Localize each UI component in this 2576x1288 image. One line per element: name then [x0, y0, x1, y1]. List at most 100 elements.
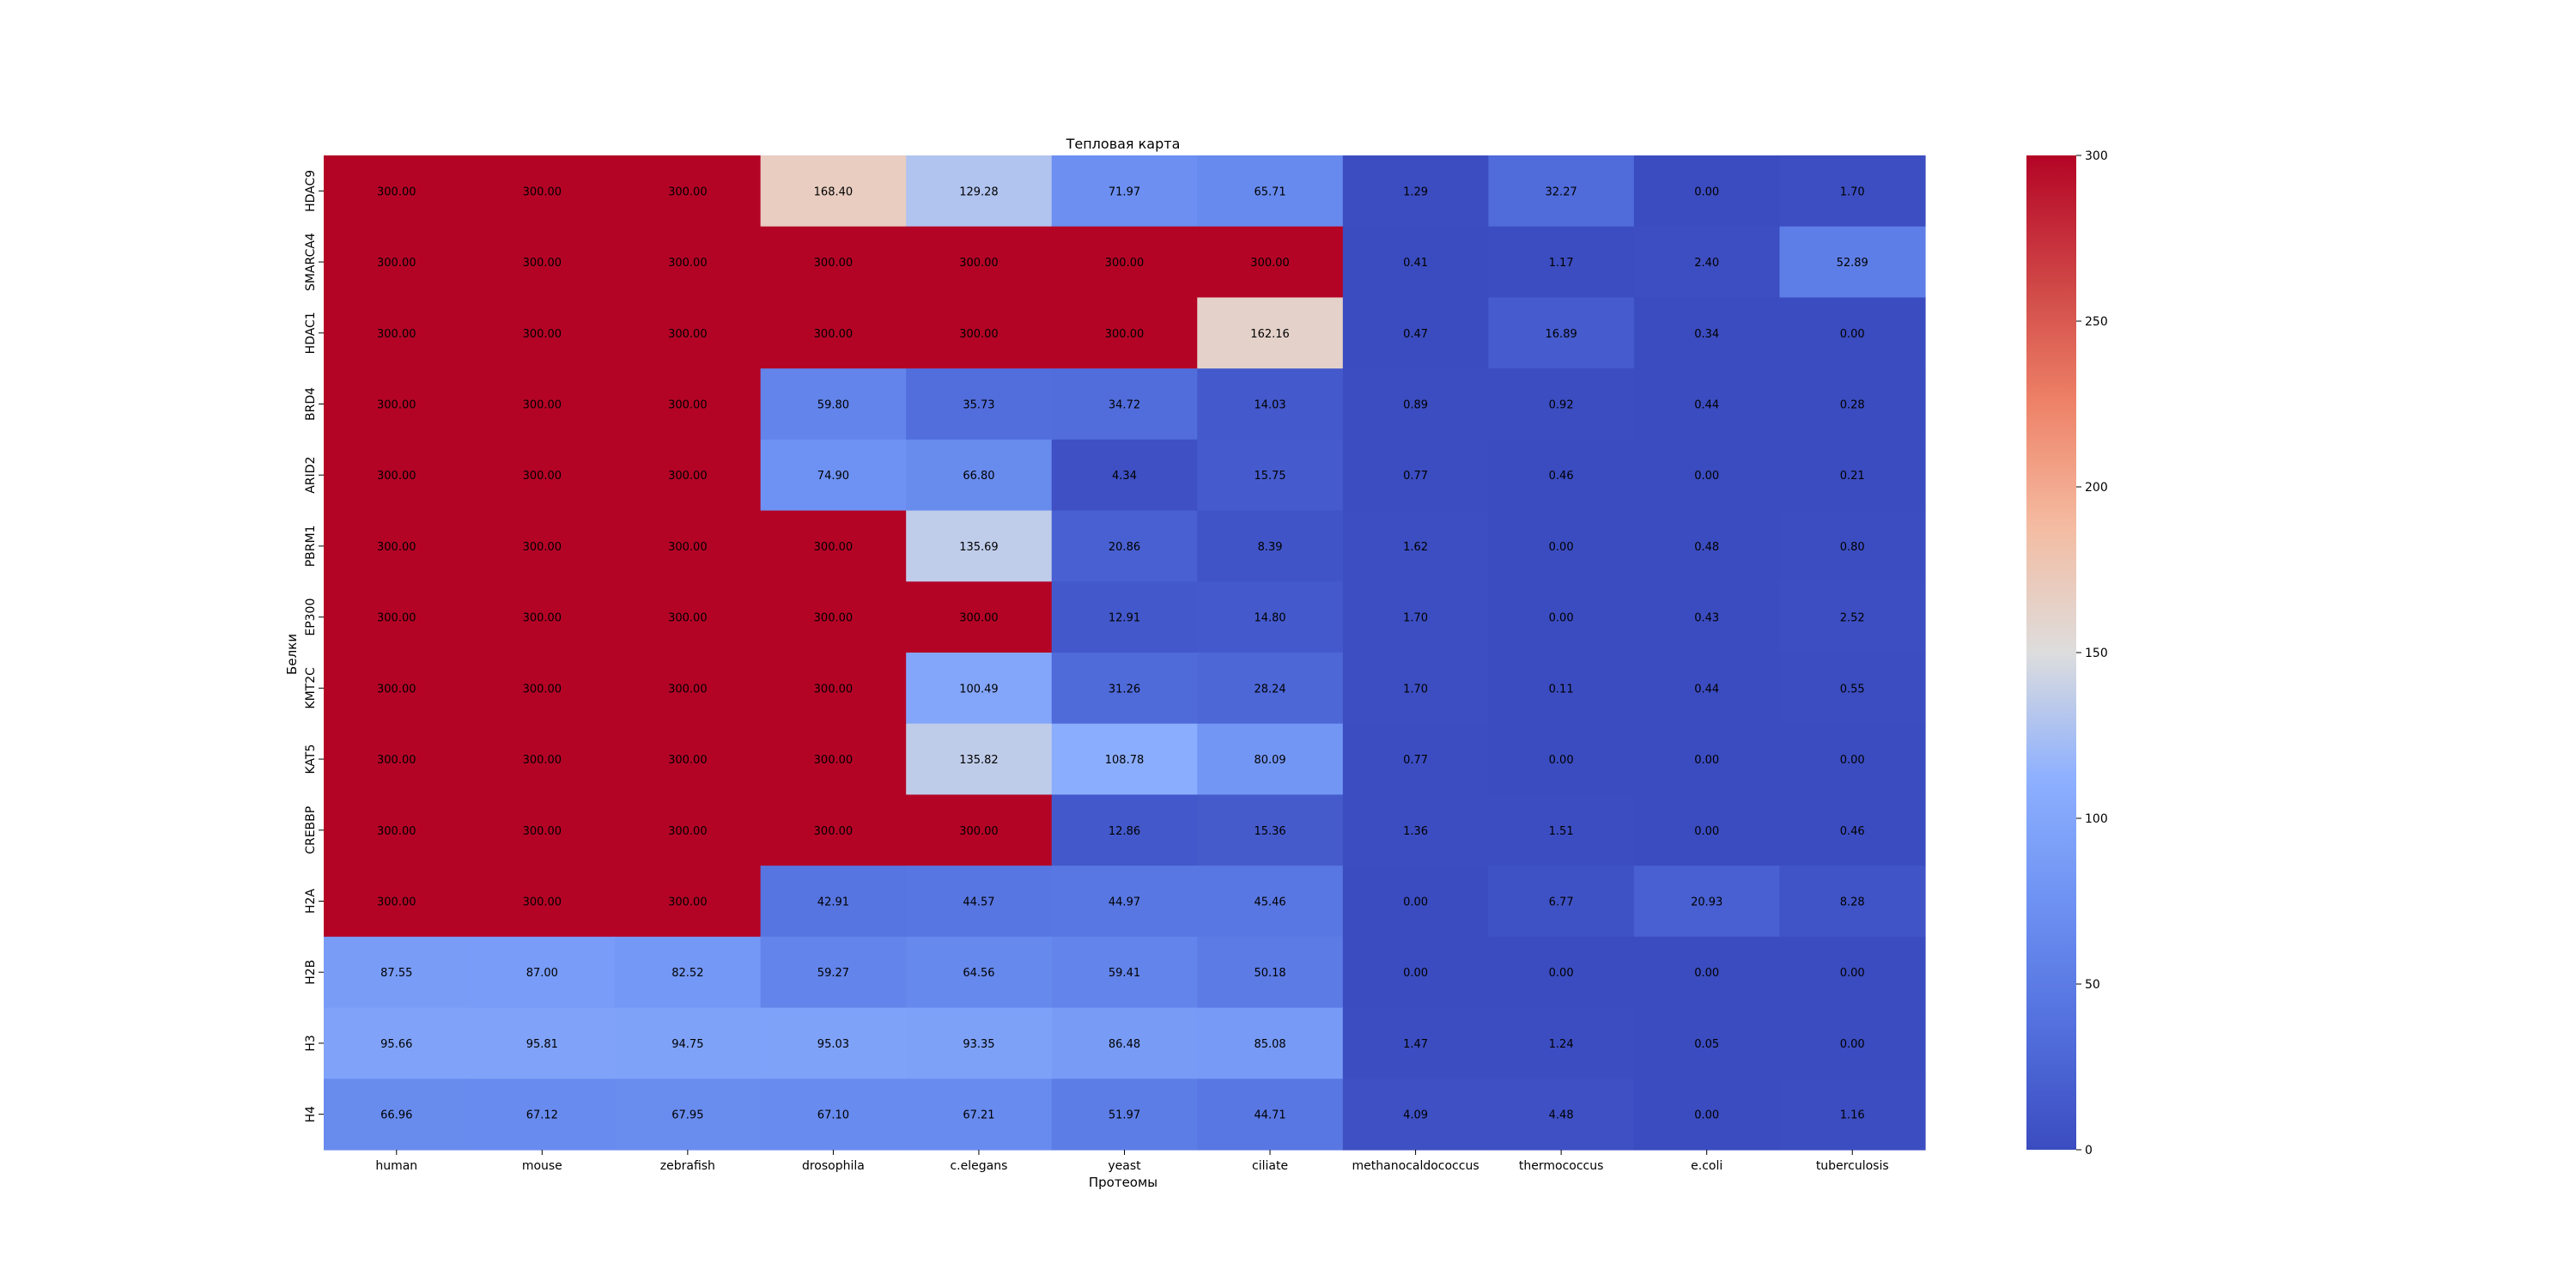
heatmap-cell — [1633, 936, 1781, 1009]
cell-value-label: 300.00 — [668, 328, 708, 341]
cell-value-label: 0.00 — [1403, 896, 1428, 909]
cell-value-label: 15.75 — [1254, 470, 1285, 483]
heatmap-cell — [1051, 1007, 1198, 1079]
heatmap-cell — [1342, 794, 1489, 866]
cell-value-label: 82.52 — [671, 967, 703, 980]
heatmap-cell — [760, 155, 907, 228]
cell-value-label: 300.00 — [523, 185, 562, 198]
cell-value-label: 300.00 — [668, 896, 708, 909]
heatmap-cell — [615, 1078, 762, 1151]
heatmap-cell — [1342, 155, 1489, 228]
heatmap-cell — [906, 866, 1053, 938]
cell-value-label: 31.26 — [1109, 683, 1140, 696]
cell-value-label: 300.00 — [377, 825, 416, 838]
cell-value-label: 1.29 — [1403, 185, 1428, 198]
heatmap-cell — [469, 794, 616, 866]
heatmap-cell — [906, 368, 1053, 440]
cell-value-label: 0.44 — [1694, 399, 1719, 412]
heatmap-cell — [1488, 723, 1635, 796]
heatmap-cell — [1488, 510, 1635, 582]
cell-value-label: 300.00 — [814, 612, 854, 625]
cell-value-label: 8.39 — [1258, 541, 1283, 554]
heatmap-cell — [760, 510, 907, 582]
cell-value-label: 35.73 — [963, 399, 994, 412]
cell-value-label: 0.00 — [1840, 1038, 1865, 1051]
heatmap-cell — [324, 936, 471, 1009]
cell-value-label: 67.12 — [526, 1109, 558, 1122]
cell-value-label: 12.91 — [1109, 612, 1140, 625]
heatmap-cell — [1633, 794, 1781, 866]
cell-value-label: 168.40 — [814, 185, 854, 198]
y-tick-label: EP300 — [304, 598, 318, 636]
heatmap-cell — [1633, 1007, 1781, 1079]
cell-value-label: 0.44 — [1694, 683, 1719, 696]
cell-value-label: 0.11 — [1549, 683, 1574, 696]
cell-value-label: 0.00 — [1403, 967, 1428, 980]
cell-value-label: 12.86 — [1109, 825, 1140, 838]
cell-value-label: 0.46 — [1840, 825, 1865, 838]
heatmap-cell — [906, 439, 1053, 512]
heatmap-cell — [1488, 581, 1635, 653]
heatmap-cell — [906, 581, 1053, 653]
cell-value-label: 0.89 — [1403, 399, 1428, 412]
heatmap-cell — [1342, 1078, 1489, 1151]
heatmap-cell — [469, 1078, 616, 1151]
cell-value-label: 300.00 — [959, 825, 999, 838]
heatmap-cell — [1051, 794, 1198, 866]
cell-value-label: 45.46 — [1254, 896, 1285, 909]
cell-value-label: 28.24 — [1254, 683, 1285, 696]
heatmap-cell — [469, 581, 616, 653]
heatmap-cell — [324, 581, 471, 653]
cell-value-label: 80.09 — [1254, 754, 1285, 767]
heatmap-cell — [1197, 510, 1344, 582]
y-tick-label: BRD4 — [304, 387, 318, 421]
cell-value-label: 300.00 — [377, 328, 416, 341]
cell-value-label: 59.27 — [817, 967, 849, 980]
cell-value-label: 300.00 — [377, 896, 416, 909]
cell-value-label: 129.28 — [959, 185, 999, 198]
colorbar: 0 50 100 150 200 250 300 — [2026, 149, 2108, 1157]
heatmap-cell — [324, 1007, 471, 1079]
cell-value-label: 71.97 — [1109, 185, 1140, 198]
heatmap-cell — [906, 155, 1053, 228]
heatmap-cell — [906, 297, 1053, 369]
heatmap-cell — [1051, 1078, 1198, 1151]
cell-value-label: 2.52 — [1840, 612, 1865, 625]
colorbar-tick-label: 0 — [2085, 1144, 2093, 1157]
chart-title: Тепловая карта — [1066, 136, 1181, 152]
cell-value-label: 65.71 — [1254, 185, 1285, 198]
cell-value-label: 66.96 — [380, 1109, 412, 1122]
cell-value-label: 300.00 — [523, 257, 562, 270]
cell-value-label: 0.92 — [1549, 399, 1574, 412]
heatmap-cell — [1488, 226, 1635, 299]
cell-value-label: 100.49 — [959, 683, 999, 696]
cell-value-label: 14.80 — [1254, 612, 1285, 625]
heatmap-cell — [1633, 1078, 1781, 1151]
cell-value-label: 86.48 — [1109, 1038, 1140, 1051]
cell-value-label: 6.77 — [1549, 896, 1574, 909]
heatmap-cell — [1197, 653, 1344, 725]
cell-value-label: 0.77 — [1403, 470, 1428, 483]
cell-value-label: 59.41 — [1109, 967, 1140, 980]
cell-value-label: 0.05 — [1694, 1038, 1719, 1051]
heatmap-cell — [1197, 866, 1344, 938]
cell-value-label: 300.00 — [523, 612, 562, 625]
cell-value-label: 50.18 — [1254, 967, 1285, 980]
heatmap-cell — [1197, 1007, 1344, 1079]
heatmap-cell — [615, 510, 762, 582]
heatmap-cell — [1633, 297, 1781, 369]
heatmap-cell — [1051, 653, 1198, 725]
cell-value-label: 1.70 — [1840, 185, 1865, 198]
cell-value-label: 135.82 — [959, 754, 999, 767]
cell-value-label: 44.71 — [1254, 1109, 1285, 1122]
y-tick-label: ARID2 — [304, 457, 318, 494]
heatmap-cell — [906, 723, 1053, 796]
x-tick-label: e.coli — [1691, 1159, 1722, 1173]
heatmap-cell — [1051, 723, 1198, 796]
heatmap-cell — [615, 368, 762, 440]
cell-value-label: 1.17 — [1549, 257, 1574, 270]
heatmap-cell — [1051, 936, 1198, 1009]
heatmap-cell — [1633, 723, 1781, 796]
cell-value-label: 0.34 — [1694, 328, 1719, 341]
heatmap-cell — [760, 1007, 907, 1079]
